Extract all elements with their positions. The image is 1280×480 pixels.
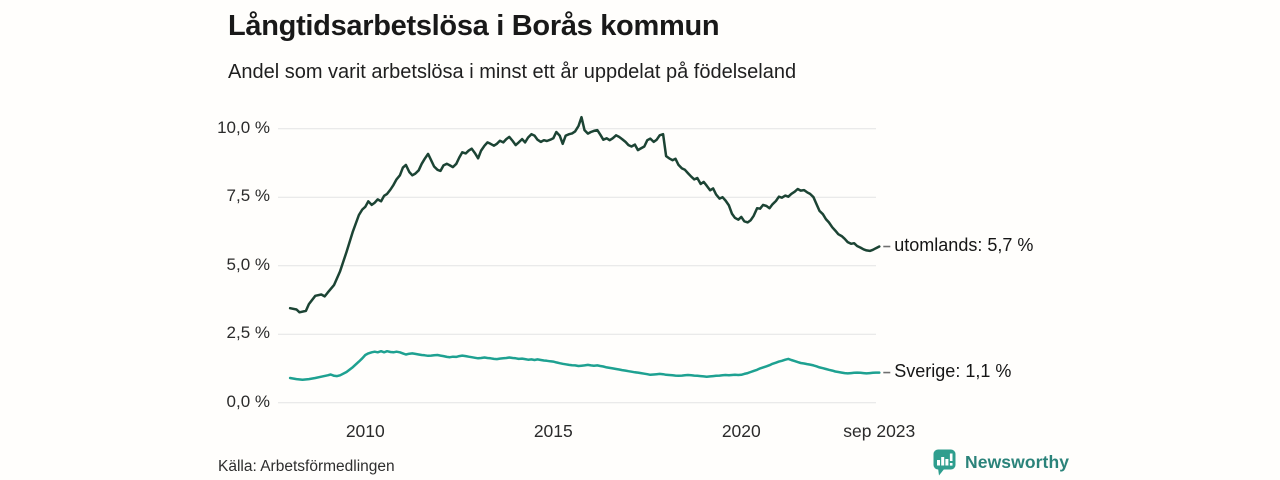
newsworthy-brand: Newsworthy [933, 449, 1069, 476]
chart-subtitle: Andel som varit arbetslösa i minst ett å… [228, 61, 797, 83]
brand-name: Newsworthy [965, 452, 1070, 472]
series-label-utomlands: utomlands: 5,7 % [894, 234, 1034, 255]
y-axis-tick-label: 5,0 % [226, 254, 270, 274]
x-axis-tick-label: 2010 [345, 421, 385, 441]
bar-chart-speech-bubble-icon [933, 449, 956, 476]
y-axis-tick-label: 10,0 % [217, 117, 270, 137]
y-axis-tick-label: 7,5 % [226, 186, 270, 206]
x-axis-tick-label: sep 2023 [843, 421, 916, 441]
series-label-sverige: Sverige: 1,1 % [894, 360, 1012, 381]
x-axis-tick-label: 2020 [721, 421, 761, 441]
y-axis-tick-label: 0,0 % [226, 391, 270, 411]
x-axis-tick-label: 2015 [533, 421, 573, 441]
y-axis-tick-label: 2,5 % [226, 323, 270, 343]
chart-title: Långtidsarbetslösa i Borås kommun [228, 10, 720, 42]
source-attribution: Källa: Arbetsförmedlingen [218, 458, 395, 475]
